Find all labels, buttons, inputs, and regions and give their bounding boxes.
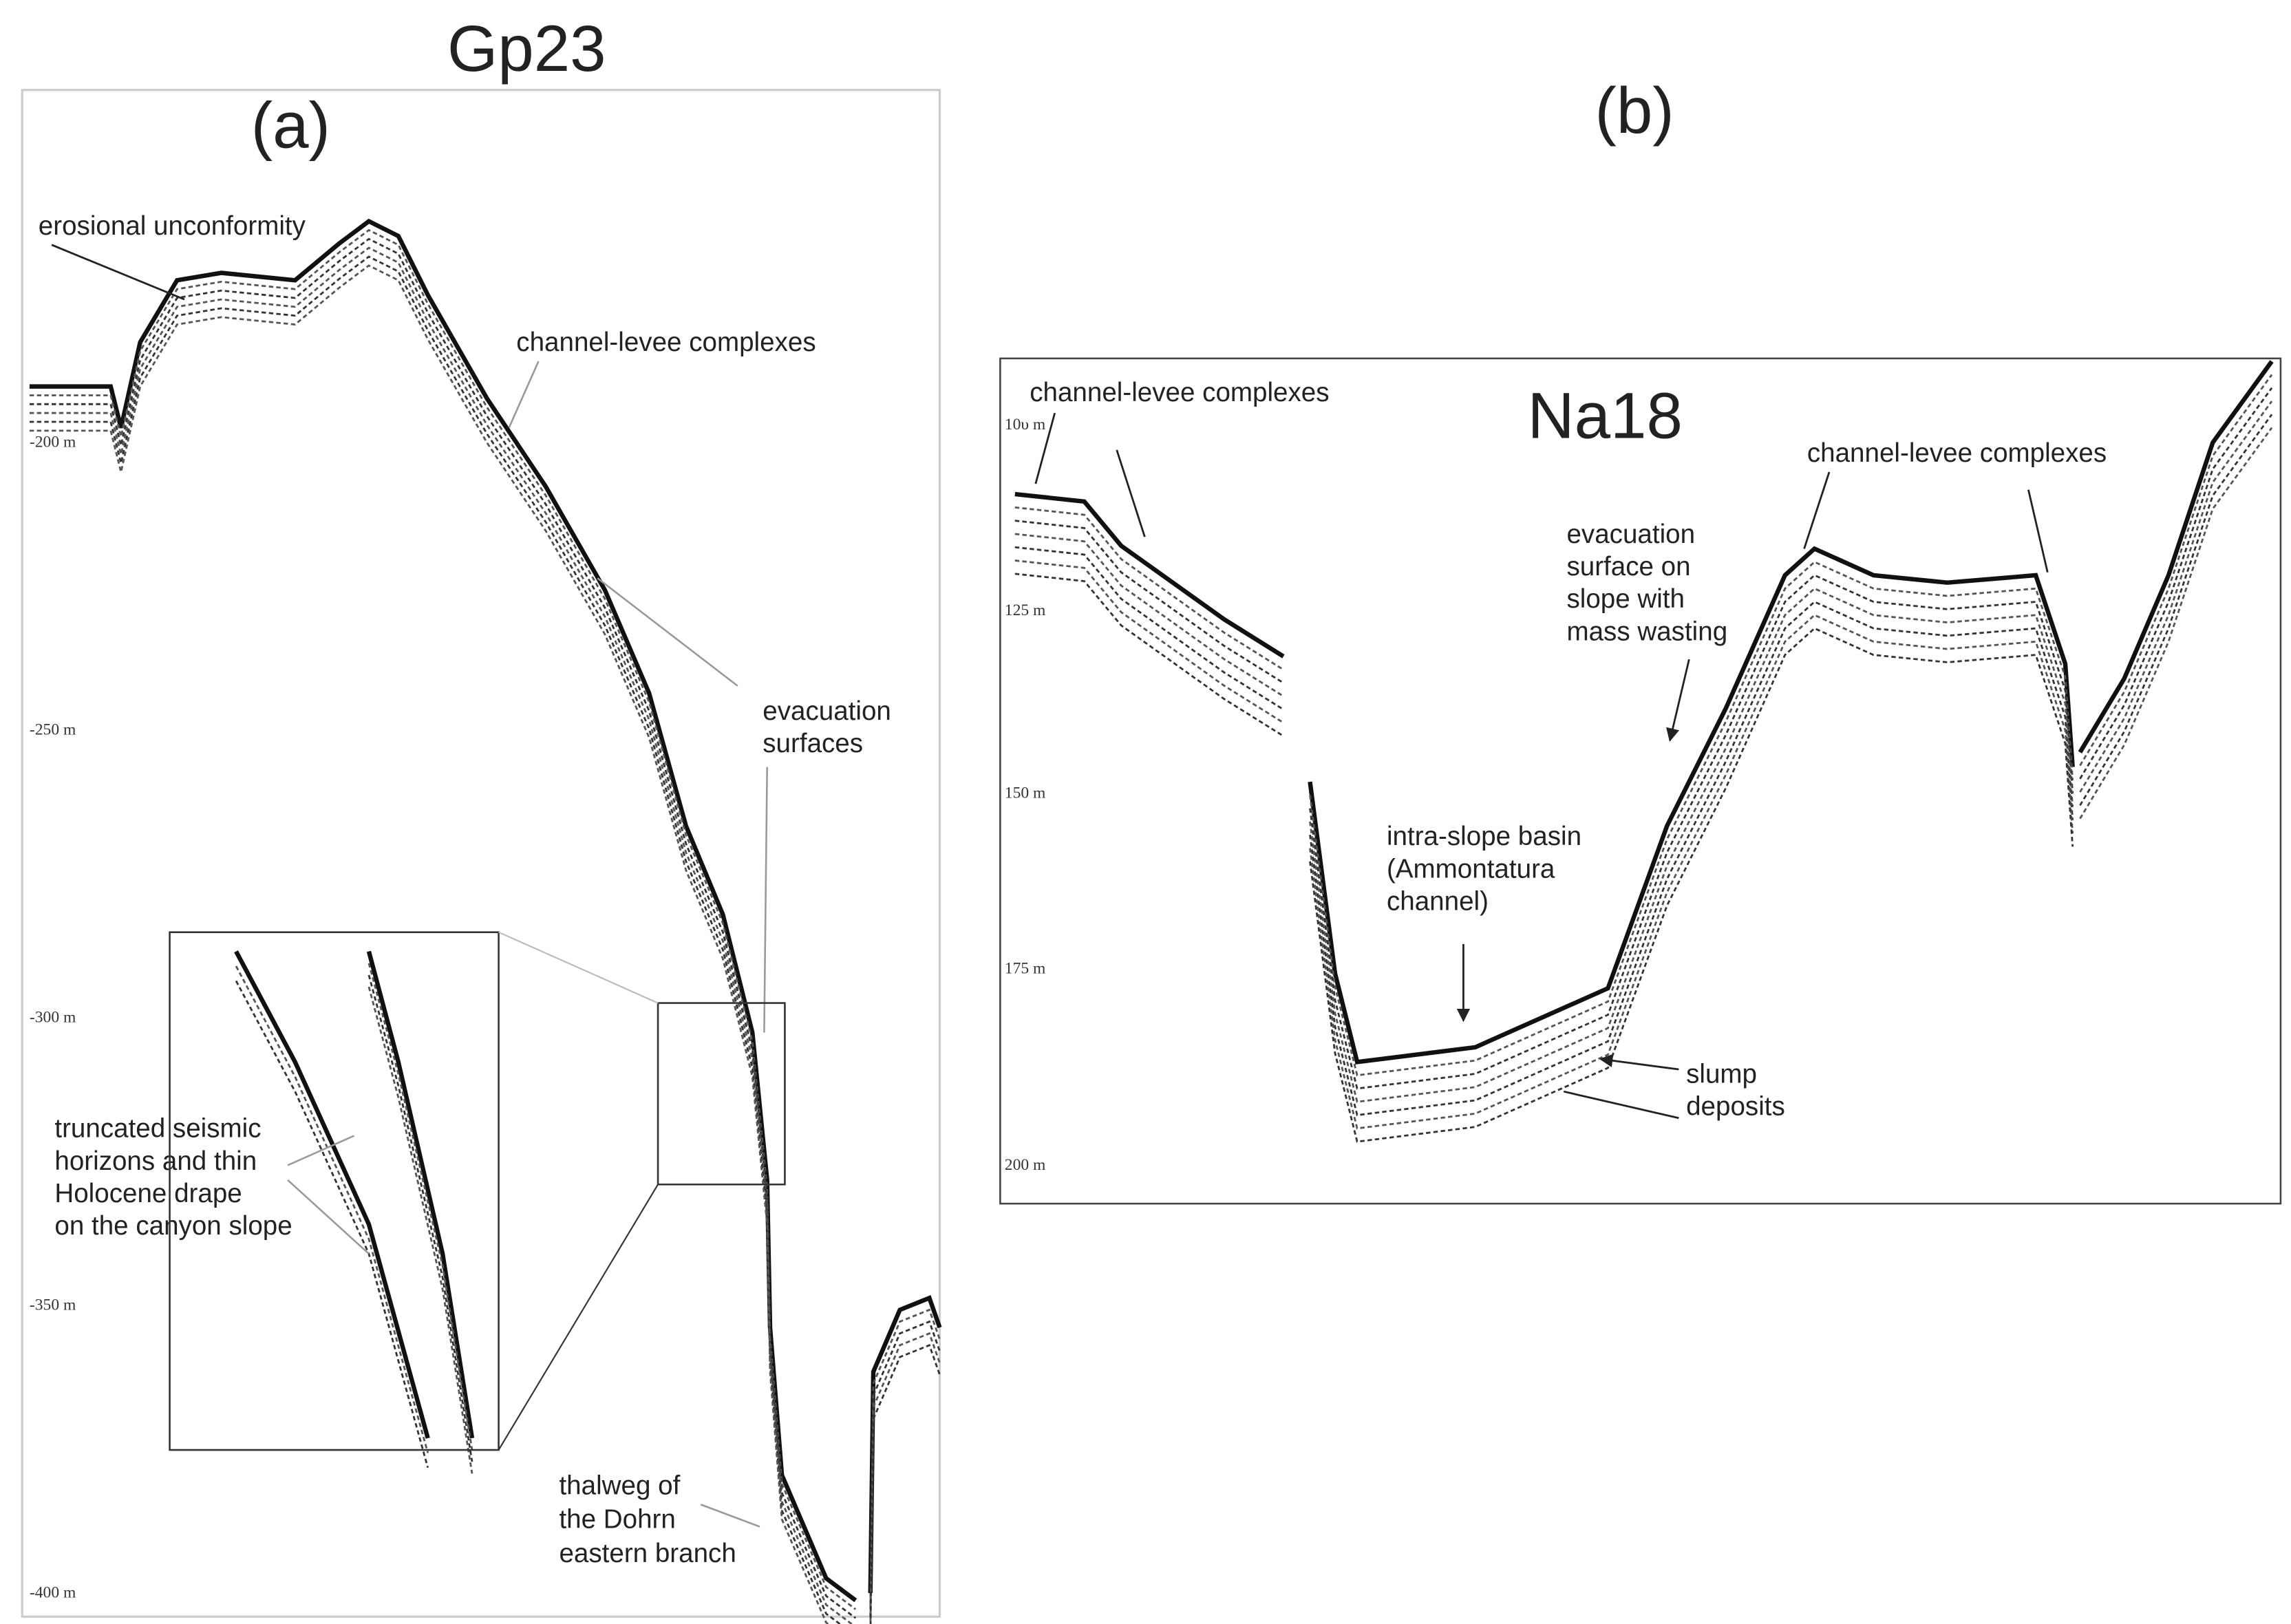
depth-label: -350 m <box>30 1296 76 1314</box>
pointer <box>700 1504 760 1528</box>
zoom-box <box>657 1002 786 1186</box>
inset-reflector <box>234 950 430 1439</box>
pointer <box>1563 1090 1679 1120</box>
profile-b <box>1309 574 2074 1090</box>
inset-frame <box>169 931 500 1451</box>
profile-b <box>2079 400 2273 793</box>
annotation: evacuation <box>1566 520 1695 549</box>
profile-a <box>868 1295 942 1594</box>
profile-b <box>1014 573 1284 737</box>
panel-b-frame <box>999 357 2282 1205</box>
seismic-profiles <box>29 218 2274 1624</box>
profile-b <box>1309 627 2074 1143</box>
depth-label: 10υ m <box>1005 416 1045 434</box>
profile-b <box>1014 546 1284 711</box>
pointer <box>1803 471 1831 549</box>
depth-label: 175 m <box>1005 960 1046 978</box>
profile-b <box>1014 506 1284 671</box>
pointer <box>597 577 738 687</box>
annotation: surface on <box>1566 552 1690 581</box>
profile-a <box>29 237 857 1619</box>
profile-b <box>2079 427 2273 820</box>
profile-b <box>1014 533 1284 697</box>
arrow <box>1599 1054 1679 1071</box>
annotation: truncated seismic <box>54 1114 261 1144</box>
annotation: slope with <box>1566 584 1685 614</box>
profile-a <box>29 228 857 1610</box>
annotation: deposits <box>1686 1091 1785 1121</box>
arrow <box>1666 659 1690 742</box>
profile-b <box>1309 600 2074 1117</box>
annotation: (Ammontatura <box>1387 854 1555 884</box>
profile-a <box>29 255 842 1624</box>
profile-a <box>869 1320 941 1617</box>
annotation: thalweg of <box>559 1471 680 1500</box>
pointer <box>508 361 540 429</box>
profile-b <box>2078 360 2274 754</box>
depth-label: -200 m <box>30 433 76 451</box>
panel-a-frame <box>21 89 941 1618</box>
profile-b <box>2079 374 2273 767</box>
profile-a <box>29 218 857 1603</box>
inset-reflector <box>366 950 475 1439</box>
depth-label: -250 m <box>30 720 76 738</box>
annotation: on the canyon slope <box>54 1211 292 1241</box>
panel-label: (a) <box>251 89 330 161</box>
pointer <box>51 244 185 301</box>
annotation: Holocene drape <box>54 1179 242 1208</box>
annotation: slump <box>1686 1059 1757 1089</box>
panel-title: Gp23 <box>447 12 606 85</box>
annotation: channel-levee complexes <box>1030 378 1329 407</box>
annotation: intra-slope basin <box>1387 822 1581 851</box>
depth-label: -300 m <box>30 1008 76 1026</box>
pointer <box>1116 449 1146 537</box>
inset-reflector <box>235 980 429 1468</box>
depth-label: 200 m <box>1005 1156 1046 1174</box>
panel-title: Na18 <box>1527 380 1682 452</box>
zoom-line <box>498 1184 659 1451</box>
profile-b <box>1309 561 2074 1077</box>
zoom-line <box>498 931 659 1004</box>
pointer <box>287 1179 370 1254</box>
annotation: surfaces <box>763 729 863 758</box>
annotation: the Dohrn <box>559 1505 675 1535</box>
profile-b <box>1308 546 2075 1065</box>
profile-b <box>1014 559 1284 724</box>
annotation: evacuation <box>763 696 891 726</box>
annotation: mass wasting <box>1566 617 1727 646</box>
profile-b <box>1309 614 2074 1130</box>
pointer <box>2027 489 2049 573</box>
annotation: erosional unconformity <box>39 211 306 241</box>
profile-a <box>869 1332 941 1624</box>
annotation: eastern branch <box>559 1539 736 1568</box>
pointer <box>287 1135 355 1166</box>
profile-b <box>2079 414 2273 806</box>
profile-b <box>2079 387 2273 780</box>
panel-label: (b) <box>1595 74 1674 147</box>
profile-a <box>869 1344 941 1624</box>
annotation: channel-levee complexes <box>1807 438 2107 468</box>
profile-a <box>29 246 853 1624</box>
depth-label: 125 m <box>1005 601 1046 619</box>
profile-b <box>1014 491 1285 659</box>
depth-label: 150 m <box>1005 784 1046 802</box>
profile-b <box>1014 520 1284 684</box>
annotation: channel) <box>1387 887 1489 917</box>
pointer <box>1034 412 1056 484</box>
pointer <box>763 767 768 1033</box>
inset-reflector <box>367 986 473 1474</box>
annotation: channel-levee complexes <box>516 328 816 357</box>
profile-b <box>1309 587 2074 1103</box>
depth-label: -400 m <box>30 1583 76 1601</box>
annotation: horizons and thin <box>54 1146 257 1176</box>
profile-a <box>29 264 830 1624</box>
inset-reflector <box>235 965 429 1453</box>
